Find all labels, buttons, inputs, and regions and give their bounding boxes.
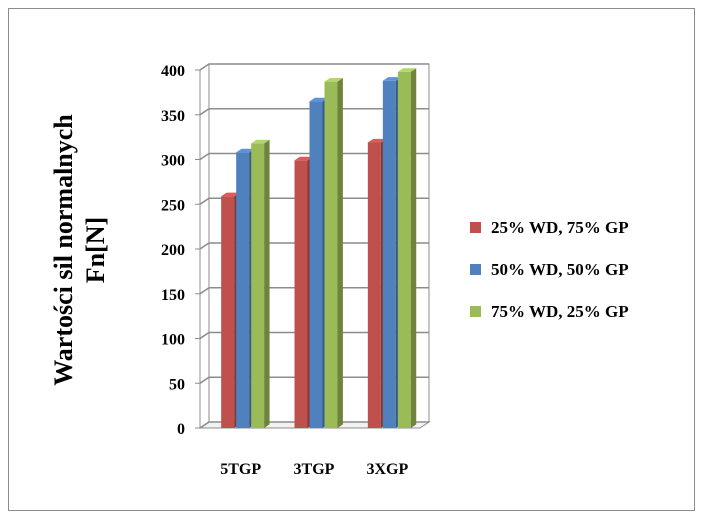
legend-item: 75% WD, 25% GP [470,302,629,321]
bar-front [236,152,250,428]
gridline [199,421,429,429]
bar [251,139,270,429]
legend-swatch [470,222,481,233]
bar-top [397,68,417,72]
bar-front [382,80,396,429]
y-tick-label: 250 [161,197,185,214]
y-axis-label-line: Fn[N] [81,217,110,283]
x-tick-label: 5TGP [220,461,261,478]
y-tick-label: 350 [161,108,185,125]
bar-front [309,101,323,428]
y-tick-label: 0 [177,421,185,438]
gridline [199,331,429,340]
gridline [199,63,429,71]
bar-front [397,71,411,428]
bar [324,78,343,428]
y-tick-labels: 0 50 100 150 200 250 300 350 400 [161,63,185,438]
legend-item: 25% WD, 75% GP [470,218,629,237]
gridline [199,107,429,116]
legend-swatch [470,264,481,275]
y-tick-label: 150 [161,287,185,304]
y-tick-label: 200 [161,242,185,259]
bar-top [294,156,313,161]
bar-front [367,142,381,428]
gridline [199,152,429,161]
bar-top [367,138,387,143]
bar-top [251,139,270,144]
bar-top [324,78,343,82]
bar-side [337,78,343,428]
bar-front [251,143,265,428]
bars [221,68,417,429]
legend-label: 50% WD, 50% GP [491,260,629,279]
bar-side [264,139,270,429]
bar-side [410,68,417,428]
x-tick-label: 3TGP [294,461,335,478]
y-tick-label: 50 [169,376,185,393]
bar-top [236,148,255,153]
y-tick-label: 300 [161,153,185,170]
legend-label: 75% WD, 25% GP [491,302,629,321]
bar-front [294,160,308,428]
y-axis-label-line: Wartości sil normalnych [49,114,78,386]
legend: 25% WD, 75% GP 50% WD, 50% GP 75% WD, 25% … [470,218,629,321]
gridline [199,286,429,295]
x-tick-label: 3XGP [366,461,408,478]
bar-top [221,192,240,197]
gridlines [195,63,429,429]
bar-top [309,97,328,102]
gridline [199,376,429,384]
gridline [199,197,429,205]
gridline [199,242,429,250]
y-axis-label: Wartości sil normalnych Fn[N] [49,114,110,386]
bar-top [382,77,402,81]
legend-swatch [470,306,481,317]
y-tick-label: 400 [161,63,185,80]
bar [397,68,417,428]
bar-front [221,196,235,428]
bar-front [324,81,338,428]
legend-label: 25% WD, 75% GP [491,218,629,237]
x-tick-labels: 5TGP 3TGP 3XGP [220,461,408,478]
y-tick-label: 100 [161,332,185,349]
legend-item: 50% WD, 50% GP [470,260,629,279]
